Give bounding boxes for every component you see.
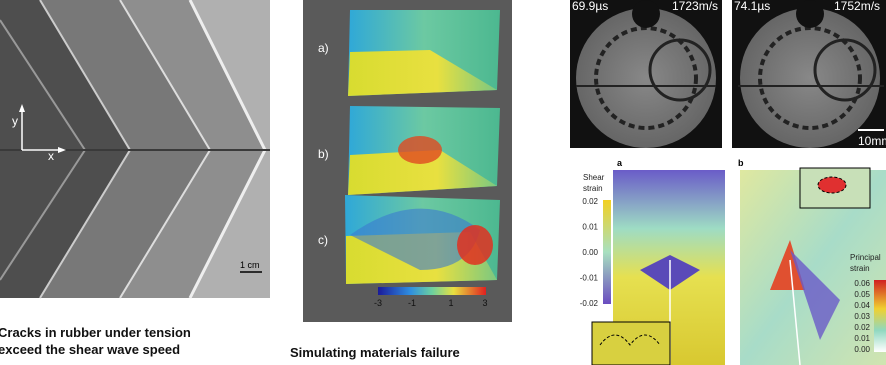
colorbar-title: strain [850, 264, 870, 273]
caption: Cracks in rubber under tension [0, 325, 191, 340]
panel-label: a) [318, 41, 329, 55]
colorbar-tick: 0.01 [854, 334, 870, 343]
colorbar-tick: 0.06 [854, 279, 870, 288]
frame-time: 69.9µs [572, 0, 608, 13]
axis-label: x [48, 149, 54, 163]
colorbar-title: strain [583, 184, 603, 193]
photoelastic-frames: 69.9µs 1723m/s 74.1µs 1752m/s 10mm [570, 0, 886, 148]
panel-label: b) [318, 147, 329, 161]
gallery: y x 1 cm Cracks in rubber under tension … [0, 0, 886, 365]
colorbar-tick: -1 [408, 298, 416, 308]
colorbar-tick: 3 [482, 298, 487, 308]
colorbar-tick: -3 [374, 298, 382, 308]
simulation-figure: a) b) c) -3 -1 1 3 [303, 0, 512, 322]
colorbar-tick: 0.00 [582, 248, 598, 257]
colorbar-tick: 0.00 [854, 345, 870, 354]
scale-bar: 1 cm [240, 260, 260, 270]
colorbar-tick: 0.03 [854, 312, 870, 321]
colorbar-tick: -0.01 [580, 274, 599, 283]
frame-speed: 1752m/s [834, 0, 880, 13]
colorbar-tick: 1 [448, 298, 453, 308]
caption: exceed the shear wave speed [0, 342, 180, 357]
strain-maps: a b Shear strain Principal strain 0.020.… [580, 158, 886, 365]
frame-speed: 1723m/s [672, 0, 718, 13]
colorbar-title: Principal [850, 253, 881, 262]
caption: Simulating materials failure [290, 345, 460, 360]
colorbar-tick: 0.02 [582, 197, 598, 206]
page: y x 1 cm Cracks in rubber under tension … [0, 0, 886, 365]
panel-label: b [738, 158, 744, 168]
panel-label: a [617, 158, 623, 168]
frame-time: 74.1µs [734, 0, 770, 13]
colorbar-tick: 0.04 [854, 301, 870, 310]
colorbar-ticks: 0.06 0.05 0.04 0.03 0.02 0.01 0.00 [854, 279, 870, 354]
colorbar-ticks: 0.02 0.01 0.00 -0.01 -0.02 [580, 197, 599, 308]
colorbar-tick: 0.02 [854, 323, 870, 332]
axis-label: y [12, 114, 18, 128]
colorbar-tick: 0.05 [854, 290, 870, 299]
colorbar-title: Shear [583, 173, 605, 182]
colorbar-tick: -0.02 [580, 299, 599, 308]
scale-bar: 10mm [858, 134, 886, 148]
panel-label: c) [318, 233, 328, 247]
colorbar-tick: 0.01 [582, 223, 598, 232]
rubber-photo: y x 1 cm [0, 0, 270, 298]
